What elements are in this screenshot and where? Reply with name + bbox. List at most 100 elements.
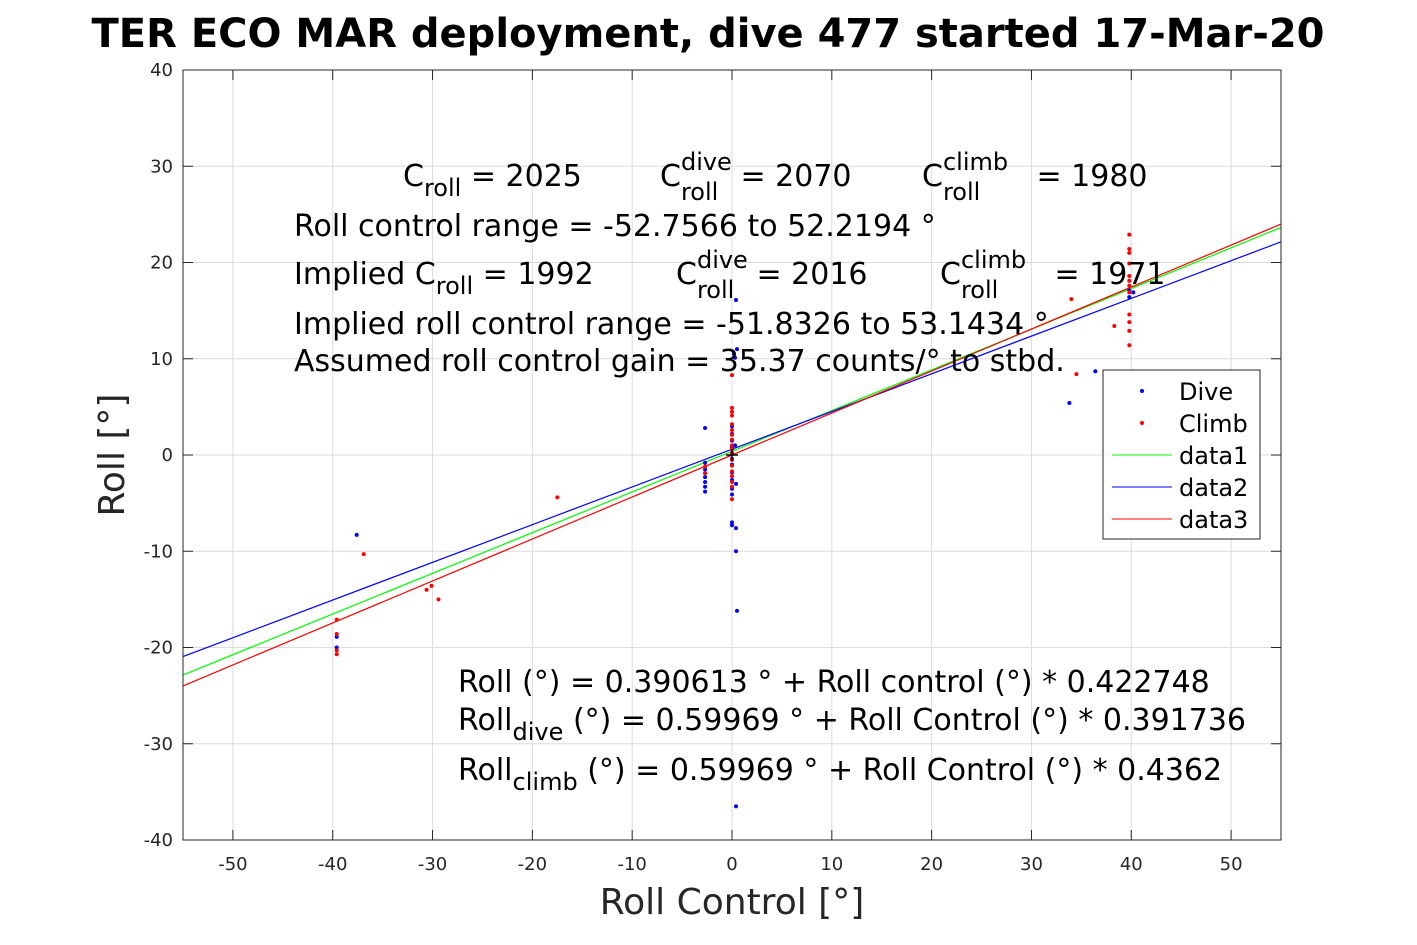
climb-point xyxy=(1127,343,1132,348)
climb-point xyxy=(361,552,366,557)
climb-point xyxy=(730,373,734,378)
dive-point xyxy=(733,549,738,554)
climb-point xyxy=(730,405,734,410)
climb-point xyxy=(334,632,339,637)
y-tick-label: 0 xyxy=(162,445,173,466)
dive-point xyxy=(733,481,738,486)
climb-point xyxy=(1127,290,1132,295)
roll-control-range-annotation: Roll control range = -52.7566 to 52.2194… xyxy=(294,209,936,244)
x-tick-label: -20 xyxy=(518,854,547,875)
dive-point xyxy=(1127,295,1132,300)
legend-marker-climb xyxy=(1140,421,1144,425)
climb-point xyxy=(1127,320,1132,325)
climb-point xyxy=(429,583,434,588)
dive-point xyxy=(703,475,708,480)
x-tick-label: -10 xyxy=(617,854,646,875)
axis-ticks: -50 -40 -30 -20 -10 0 10 20 30 40 50 -40 -30 -20 -10 0 1… xyxy=(144,60,1281,875)
dive-point xyxy=(734,347,739,352)
gain-annotation: Assumed roll control gain = 35.37 counts… xyxy=(294,344,1065,379)
climb-point xyxy=(1127,328,1132,333)
x-tick-label: 30 xyxy=(1020,854,1043,875)
y-tick-label: 40 xyxy=(150,60,173,81)
y-tick-label: 20 xyxy=(150,253,173,274)
climb-point xyxy=(730,443,734,448)
legend-marker-dive xyxy=(1140,389,1144,393)
x-tick-label: 20 xyxy=(920,854,943,875)
climb-point xyxy=(1127,278,1132,283)
dive-point xyxy=(703,489,708,494)
climb-point xyxy=(703,471,708,476)
implied-range-annotation: Implied roll control range = -51.8326 to… xyxy=(294,307,1049,342)
climb-point xyxy=(1069,297,1074,302)
y-tick-label: -20 xyxy=(144,638,173,659)
x-tick-label: -40 xyxy=(318,854,347,875)
legend-label-data1: data1 xyxy=(1179,442,1248,470)
dive-point xyxy=(703,467,708,472)
x-axis-label: Roll Control [°] xyxy=(600,882,865,923)
y-tick-label: 10 xyxy=(150,349,173,370)
climb-point xyxy=(1127,312,1132,317)
climb-point xyxy=(1112,324,1117,329)
climb-point xyxy=(424,587,429,592)
dive-point xyxy=(730,492,734,497)
dive-point xyxy=(334,634,339,639)
dive-point xyxy=(730,520,734,525)
fit-equation-1: Roll (°) = 0.390613 ° + Roll control (°)… xyxy=(458,665,1210,700)
climb-point xyxy=(730,463,734,468)
x-tick-label: 10 xyxy=(820,854,843,875)
chart-title: TER ECO MAR deployment, dive 477 started… xyxy=(91,11,1324,57)
climb-point xyxy=(730,474,734,479)
legend-label-dive: Dive xyxy=(1179,378,1233,406)
dive-point xyxy=(730,523,734,528)
climb-point xyxy=(555,495,560,500)
climb-point xyxy=(1127,232,1132,237)
climb-point xyxy=(334,648,339,653)
legend-label-climb: Climb xyxy=(1179,410,1248,438)
climb-point xyxy=(730,469,734,474)
climb-point xyxy=(730,422,734,427)
dive-point xyxy=(731,351,736,356)
y-tick-label: -30 xyxy=(144,734,173,755)
climb-point xyxy=(703,464,708,469)
dive-point xyxy=(733,298,738,303)
dive-point xyxy=(703,484,708,489)
x-tick-label: 40 xyxy=(1120,854,1143,875)
legend: Dive Climb data1 data2 data3 xyxy=(1102,369,1261,540)
dive-point xyxy=(732,443,737,448)
dive-point xyxy=(733,804,738,809)
x-tick-label: -30 xyxy=(418,854,447,875)
legend-label-data2: data2 xyxy=(1179,474,1248,502)
y-tick-label: -10 xyxy=(144,541,173,562)
climb-point xyxy=(730,432,734,437)
x-tick-label: 50 xyxy=(1220,854,1243,875)
y-axis-label: Roll [°] xyxy=(92,394,133,517)
origin-marker xyxy=(726,449,738,461)
climb-point xyxy=(334,617,339,622)
climb-point xyxy=(730,479,734,484)
climb-point xyxy=(1127,247,1132,252)
dive-point xyxy=(1067,401,1072,406)
climb-point xyxy=(436,597,441,602)
climb-point xyxy=(1127,273,1132,278)
climb-point xyxy=(1127,261,1132,266)
climb-point xyxy=(334,652,339,657)
climb-point xyxy=(730,427,734,432)
x-tick-label: -50 xyxy=(218,854,247,875)
climb-point xyxy=(730,437,734,442)
dive-point xyxy=(354,532,359,537)
climb-point xyxy=(730,409,734,414)
fit-equation-climb: Rollclimb (°) = 0.59969 ° + Roll Control… xyxy=(458,753,1223,796)
dive-point xyxy=(1131,290,1136,295)
climb-point xyxy=(730,484,734,489)
dive-point xyxy=(734,608,739,613)
climb-point xyxy=(1074,372,1079,377)
fit-equation-dive: Rolldive (°) = 0.59969 ° + Roll Control … xyxy=(458,703,1247,746)
climb-point xyxy=(1127,250,1132,255)
climb-point xyxy=(730,413,734,418)
legend-label-data3: data3 xyxy=(1179,506,1248,534)
climb-point xyxy=(730,497,734,502)
